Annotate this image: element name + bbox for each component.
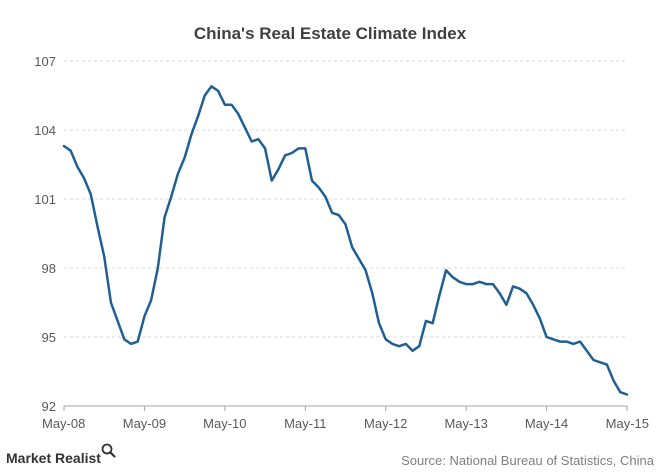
x-tick-label: May-08 <box>42 416 85 431</box>
x-tick-label: May-10 <box>203 416 246 431</box>
y-tick-label: 107 <box>34 54 56 69</box>
magnifier-icon <box>101 443 116 458</box>
y-tick-label: 104 <box>34 123 56 138</box>
x-tick-label: May-11 <box>284 416 326 431</box>
y-tick-label: 101 <box>34 192 56 207</box>
x-tick-label: May-13 <box>444 416 487 431</box>
x-tick-label: May-12 <box>364 416 407 431</box>
y-axis: 92 95 98 101 104 107 <box>34 54 56 414</box>
brand-name: Market Realist <box>6 450 101 466</box>
x-tick-labels: May-08 May-09 May-10 May-11 May-12 May-13 May-… <box>42 416 649 431</box>
y-tick-label: 95 <box>42 330 56 345</box>
brand-logo: Market Realist <box>6 443 116 466</box>
x-tick-label: May-09 <box>123 416 166 431</box>
x-tick-label: May-15 <box>606 416 649 431</box>
chart-title: China's Real Estate Climate Index <box>194 24 467 43</box>
y-tick-label: 98 <box>42 261 56 276</box>
x-tick-label: May-14 <box>525 416 568 431</box>
source-note: Source: National Bureau of Statistics, C… <box>401 453 655 468</box>
grid-lines <box>64 60 627 338</box>
x-axis <box>63 405 628 411</box>
series-line <box>62 85 629 396</box>
y-tick-label: 92 <box>42 399 56 414</box>
